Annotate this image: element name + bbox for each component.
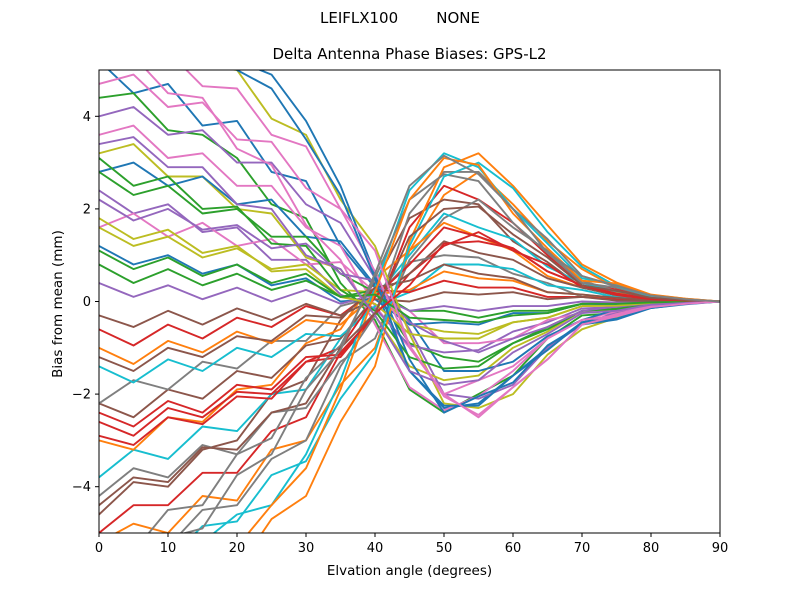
series-line xyxy=(99,279,720,347)
x-axis-label: Elvation angle (degrees) xyxy=(326,563,493,579)
series-line xyxy=(99,226,720,446)
y-axis-label: Bias from mean (mm) xyxy=(50,230,66,378)
series-line xyxy=(147,173,720,533)
series-line xyxy=(99,212,720,479)
series-line xyxy=(99,221,720,451)
figure-suptitle: LEIFLX100 NONE xyxy=(319,9,481,27)
series-line xyxy=(181,154,720,533)
series-line xyxy=(247,157,720,533)
y-tick-label: 2 xyxy=(83,202,91,217)
x-tick-label: 30 xyxy=(298,541,315,556)
series-line xyxy=(99,282,720,312)
series-line xyxy=(212,152,720,533)
y-tick-label: −4 xyxy=(72,480,91,495)
x-tick-label: 60 xyxy=(505,541,522,556)
x-tick-label: 40 xyxy=(367,541,384,556)
x-tick-label: 0 xyxy=(95,541,103,556)
x-tick-label: 20 xyxy=(229,541,246,556)
x-tick-label: 50 xyxy=(436,541,453,556)
x-tick-label: 10 xyxy=(160,541,177,556)
y-tick-label: 4 xyxy=(83,110,91,125)
series-line xyxy=(99,136,720,386)
series-line xyxy=(179,170,720,533)
series-line xyxy=(99,263,720,372)
series-line xyxy=(99,240,720,428)
axes-title: Delta Antenna Phase Biases: GPS-L2 xyxy=(272,45,547,63)
y-tick-label: −2 xyxy=(72,388,91,403)
series-line xyxy=(99,249,720,324)
x-tick-label: 70 xyxy=(574,541,591,556)
y-tick-label: 0 xyxy=(83,295,91,310)
series-line xyxy=(257,70,720,414)
series-line xyxy=(185,70,720,419)
series-line xyxy=(99,217,720,340)
series-line xyxy=(99,161,720,372)
x-tick-label: 90 xyxy=(712,541,729,556)
series-group xyxy=(99,70,720,533)
series-line xyxy=(99,205,720,506)
x-tick-label: 80 xyxy=(643,541,660,556)
series-line xyxy=(99,157,720,370)
series-line xyxy=(99,291,720,328)
